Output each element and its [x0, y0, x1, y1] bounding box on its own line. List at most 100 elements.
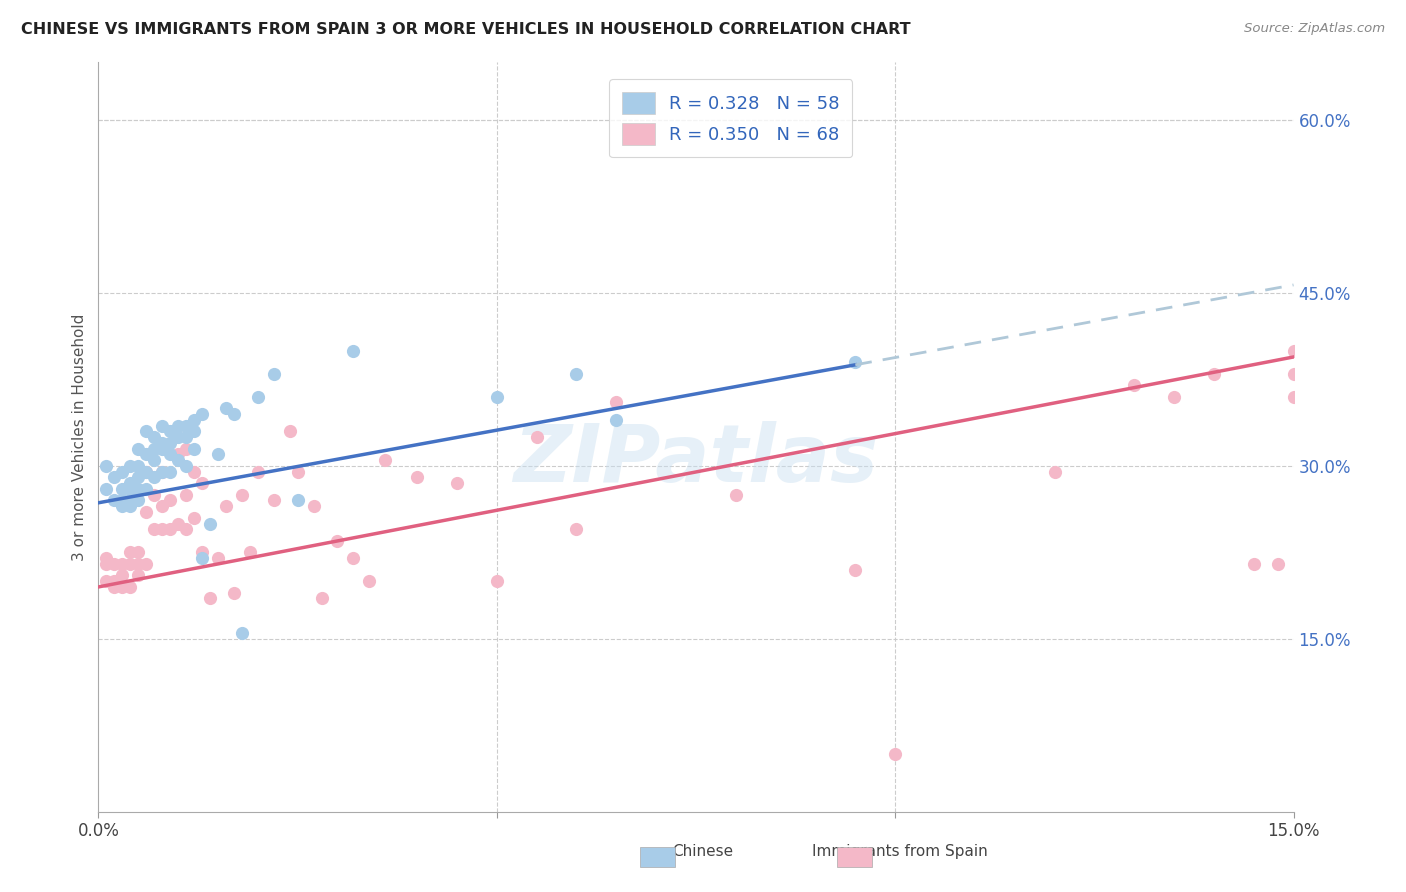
- Point: [239, 545, 262, 559]
- Y-axis label: 3 or more Vehicles in Household: 3 or more Vehicles in Household: [72, 313, 87, 561]
- Point: [111, 465, 134, 479]
- Point: [150, 442, 173, 456]
- Point: [103, 557, 125, 571]
- Point: [222, 407, 245, 421]
- Point: [127, 557, 149, 571]
- Point: [103, 493, 125, 508]
- Point: [159, 493, 181, 508]
- Point: [120, 580, 142, 594]
- Point: [127, 470, 149, 484]
- Point: [263, 493, 285, 508]
- Point: [287, 493, 309, 508]
- Point: [605, 413, 627, 427]
- Point: [1123, 378, 1146, 392]
- Point: [1282, 367, 1305, 381]
- Point: [174, 430, 197, 444]
- Point: [198, 591, 221, 606]
- Point: [96, 574, 118, 589]
- Text: ZIPatlas: ZIPatlas: [513, 420, 879, 499]
- Point: [159, 435, 181, 450]
- Point: [263, 367, 285, 381]
- Point: [135, 465, 157, 479]
- Point: [111, 580, 134, 594]
- Point: [342, 343, 364, 358]
- Point: [150, 465, 173, 479]
- Point: [222, 585, 245, 599]
- Point: [127, 458, 149, 473]
- Point: [1282, 390, 1305, 404]
- Point: [183, 413, 205, 427]
- Point: [135, 447, 157, 461]
- Point: [326, 533, 349, 548]
- Point: [96, 551, 118, 566]
- Point: [127, 568, 149, 582]
- Point: [1202, 367, 1225, 381]
- Point: [278, 425, 301, 439]
- Point: [724, 488, 747, 502]
- Point: [406, 470, 429, 484]
- Point: [342, 551, 364, 566]
- Point: [120, 493, 142, 508]
- Point: [605, 395, 627, 409]
- Point: [135, 425, 157, 439]
- Point: [150, 522, 173, 536]
- Point: [135, 482, 157, 496]
- Point: [246, 390, 269, 404]
- Point: [526, 430, 548, 444]
- Point: [565, 367, 588, 381]
- Point: [198, 516, 221, 531]
- Point: [183, 465, 205, 479]
- Point: [565, 522, 588, 536]
- Point: [359, 574, 381, 589]
- Point: [207, 447, 229, 461]
- Point: [215, 401, 238, 416]
- Point: [127, 493, 149, 508]
- Point: [191, 545, 214, 559]
- Point: [485, 390, 508, 404]
- Point: [135, 465, 157, 479]
- Point: [159, 522, 181, 536]
- Point: [120, 482, 142, 496]
- Point: [96, 557, 118, 571]
- Point: [174, 488, 197, 502]
- Point: [120, 500, 142, 514]
- Point: [167, 516, 190, 531]
- Point: [167, 418, 190, 433]
- Point: [111, 500, 134, 514]
- Point: [120, 458, 142, 473]
- Point: [120, 557, 142, 571]
- Point: [159, 465, 181, 479]
- Point: [159, 447, 181, 461]
- Point: [246, 465, 269, 479]
- Point: [103, 580, 125, 594]
- Point: [231, 488, 253, 502]
- Point: [174, 442, 197, 456]
- Point: [127, 482, 149, 496]
- Point: [96, 458, 118, 473]
- Point: [844, 563, 866, 577]
- Point: [1267, 557, 1289, 571]
- Point: [143, 430, 166, 444]
- Point: [159, 425, 181, 439]
- Point: [143, 453, 166, 467]
- Text: CHINESE VS IMMIGRANTS FROM SPAIN 3 OR MORE VEHICLES IN HOUSEHOLD CORRELATION CHA: CHINESE VS IMMIGRANTS FROM SPAIN 3 OR MO…: [21, 22, 911, 37]
- Point: [183, 510, 205, 524]
- Text: Chinese: Chinese: [672, 845, 734, 859]
- Point: [207, 551, 229, 566]
- Point: [1282, 343, 1305, 358]
- Point: [446, 476, 468, 491]
- Text: Immigrants from Spain: Immigrants from Spain: [813, 845, 987, 859]
- Point: [231, 626, 253, 640]
- Point: [103, 574, 125, 589]
- Point: [1243, 557, 1265, 571]
- Point: [111, 493, 134, 508]
- Point: [143, 470, 166, 484]
- Point: [127, 442, 149, 456]
- Point: [150, 418, 173, 433]
- Legend: R = 0.328   N = 58, R = 0.350   N = 68: R = 0.328 N = 58, R = 0.350 N = 68: [609, 79, 852, 157]
- Point: [111, 557, 134, 571]
- Point: [215, 500, 238, 514]
- Point: [167, 447, 190, 461]
- Point: [167, 453, 190, 467]
- Point: [287, 465, 309, 479]
